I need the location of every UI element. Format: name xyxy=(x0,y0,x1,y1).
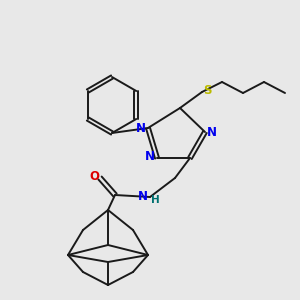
Text: S: S xyxy=(203,83,211,97)
Text: H: H xyxy=(151,195,159,205)
Text: N: N xyxy=(207,125,217,139)
Text: N: N xyxy=(136,122,146,134)
Text: N: N xyxy=(138,190,148,203)
Text: N: N xyxy=(145,149,155,163)
Text: O: O xyxy=(89,169,99,182)
